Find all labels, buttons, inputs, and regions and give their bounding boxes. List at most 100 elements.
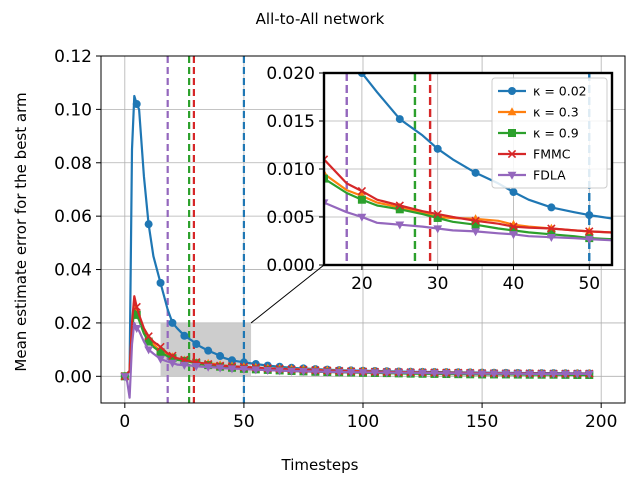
inset-data-point xyxy=(471,220,480,229)
data-point xyxy=(489,370,499,379)
inset-data-point xyxy=(395,205,404,214)
data-point xyxy=(322,368,332,377)
inset-data-point xyxy=(585,211,594,220)
data-point xyxy=(168,351,177,360)
inset-series-line xyxy=(360,73,612,220)
inset-series-line xyxy=(324,157,612,234)
data-point xyxy=(203,363,213,372)
inset-y-tick-label: 0.015 xyxy=(266,112,315,132)
data-point xyxy=(537,370,547,379)
legend-label: κ = 0.02 xyxy=(533,84,587,99)
data-point xyxy=(299,368,308,377)
inset-data-point xyxy=(433,209,442,219)
data-point xyxy=(382,369,392,378)
inset-x-tick-label: 20 xyxy=(351,274,373,294)
x-tick-label: 50 xyxy=(233,412,255,432)
x-tick-label: 100 xyxy=(347,412,379,432)
inset-data-point xyxy=(547,203,556,212)
inset-data-point xyxy=(471,228,480,237)
main-ticks: 0 50 100 150 200 0.00 0.02 0.04 0.06 0.08 0.10 0.12 xyxy=(54,47,617,432)
data-point xyxy=(156,348,165,357)
inset-y-tick-label: 0.000 xyxy=(266,256,315,276)
legend-marker xyxy=(508,87,516,95)
y-tick-label: 0.12 xyxy=(54,47,92,67)
inset-series-line xyxy=(324,172,612,234)
data-point xyxy=(132,310,141,319)
inset-axes: 20 30 40 50 0.000 0.005 0.010 0.015 0.020 κ = 0.0… xyxy=(266,64,614,294)
legend-marker xyxy=(507,107,517,116)
legend-label: FDLA xyxy=(533,168,566,183)
data-point xyxy=(132,302,141,312)
legend-label: FMMC xyxy=(533,147,571,162)
connector-lines xyxy=(250,264,325,324)
data-point xyxy=(334,368,344,377)
y-axis-label: Mean estimate error for the best arm xyxy=(12,92,30,371)
legend-label: κ = 0.9 xyxy=(533,126,579,141)
data-point xyxy=(287,367,296,376)
data-point xyxy=(180,331,189,340)
inset-data-point xyxy=(547,224,556,233)
data-point xyxy=(239,365,249,374)
inset-x-tick-label: 30 xyxy=(427,274,449,294)
data-point xyxy=(144,332,153,341)
data-point xyxy=(406,369,416,378)
data-point xyxy=(204,346,213,355)
data-point xyxy=(263,366,273,375)
data-point xyxy=(191,362,201,371)
data-point xyxy=(310,368,320,377)
data-point xyxy=(120,373,130,382)
data-point xyxy=(346,368,356,377)
data-point xyxy=(418,369,427,378)
data-point xyxy=(453,370,463,379)
figure-title: All-to-All network xyxy=(256,10,385,28)
inset-data-point xyxy=(471,216,480,226)
data-point xyxy=(394,369,404,378)
inset-data-point xyxy=(509,188,518,197)
y-tick-label: 0.02 xyxy=(54,314,92,334)
legend: κ = 0.02 κ = 0.3 κ = 0.9 FMMC FDLA xyxy=(491,77,608,189)
data-point xyxy=(144,346,154,355)
y-tick-label: 0.08 xyxy=(54,154,92,174)
data-point xyxy=(179,361,189,370)
inset-series-line xyxy=(324,177,612,241)
x-tick-label: 0 xyxy=(119,412,130,432)
inset-data-point xyxy=(433,213,442,222)
inset-x-tick-label: 40 xyxy=(503,274,525,294)
data-point xyxy=(216,352,225,361)
data-point xyxy=(501,370,511,379)
data-point xyxy=(132,100,141,109)
connector-line xyxy=(250,264,325,324)
inset-data-point xyxy=(395,201,404,210)
inset-data-point xyxy=(357,195,366,204)
legend-label: κ = 0.3 xyxy=(533,105,579,120)
data-point xyxy=(465,370,475,379)
data-point xyxy=(227,365,237,374)
inset-data-point xyxy=(324,155,329,164)
y-tick-label: 0.04 xyxy=(54,261,92,281)
data-point xyxy=(251,366,261,375)
inset-y-tick-label: 0.010 xyxy=(266,160,315,180)
inset-data-point xyxy=(357,213,367,222)
x-axis-label: Timesteps xyxy=(281,456,359,474)
y-tick-label: 0.06 xyxy=(54,207,92,227)
data-point xyxy=(358,369,368,378)
data-point xyxy=(441,370,451,379)
data-point xyxy=(572,370,582,379)
inset-data-point xyxy=(357,186,367,196)
inset-data-point xyxy=(324,174,328,183)
data-point xyxy=(144,337,153,346)
inset-data-point xyxy=(509,226,518,235)
data-point xyxy=(156,342,165,352)
x-tick-label: 150 xyxy=(466,412,498,432)
data-point xyxy=(215,364,225,373)
main-series xyxy=(120,94,594,399)
inset-data-point xyxy=(509,231,518,240)
inset-data-point xyxy=(585,227,594,236)
data-point xyxy=(168,318,177,327)
inset-data-point xyxy=(584,235,594,244)
inset-data-point xyxy=(546,233,556,242)
data-point xyxy=(156,355,165,364)
data-point xyxy=(144,220,153,229)
inset-data-point xyxy=(471,168,480,177)
